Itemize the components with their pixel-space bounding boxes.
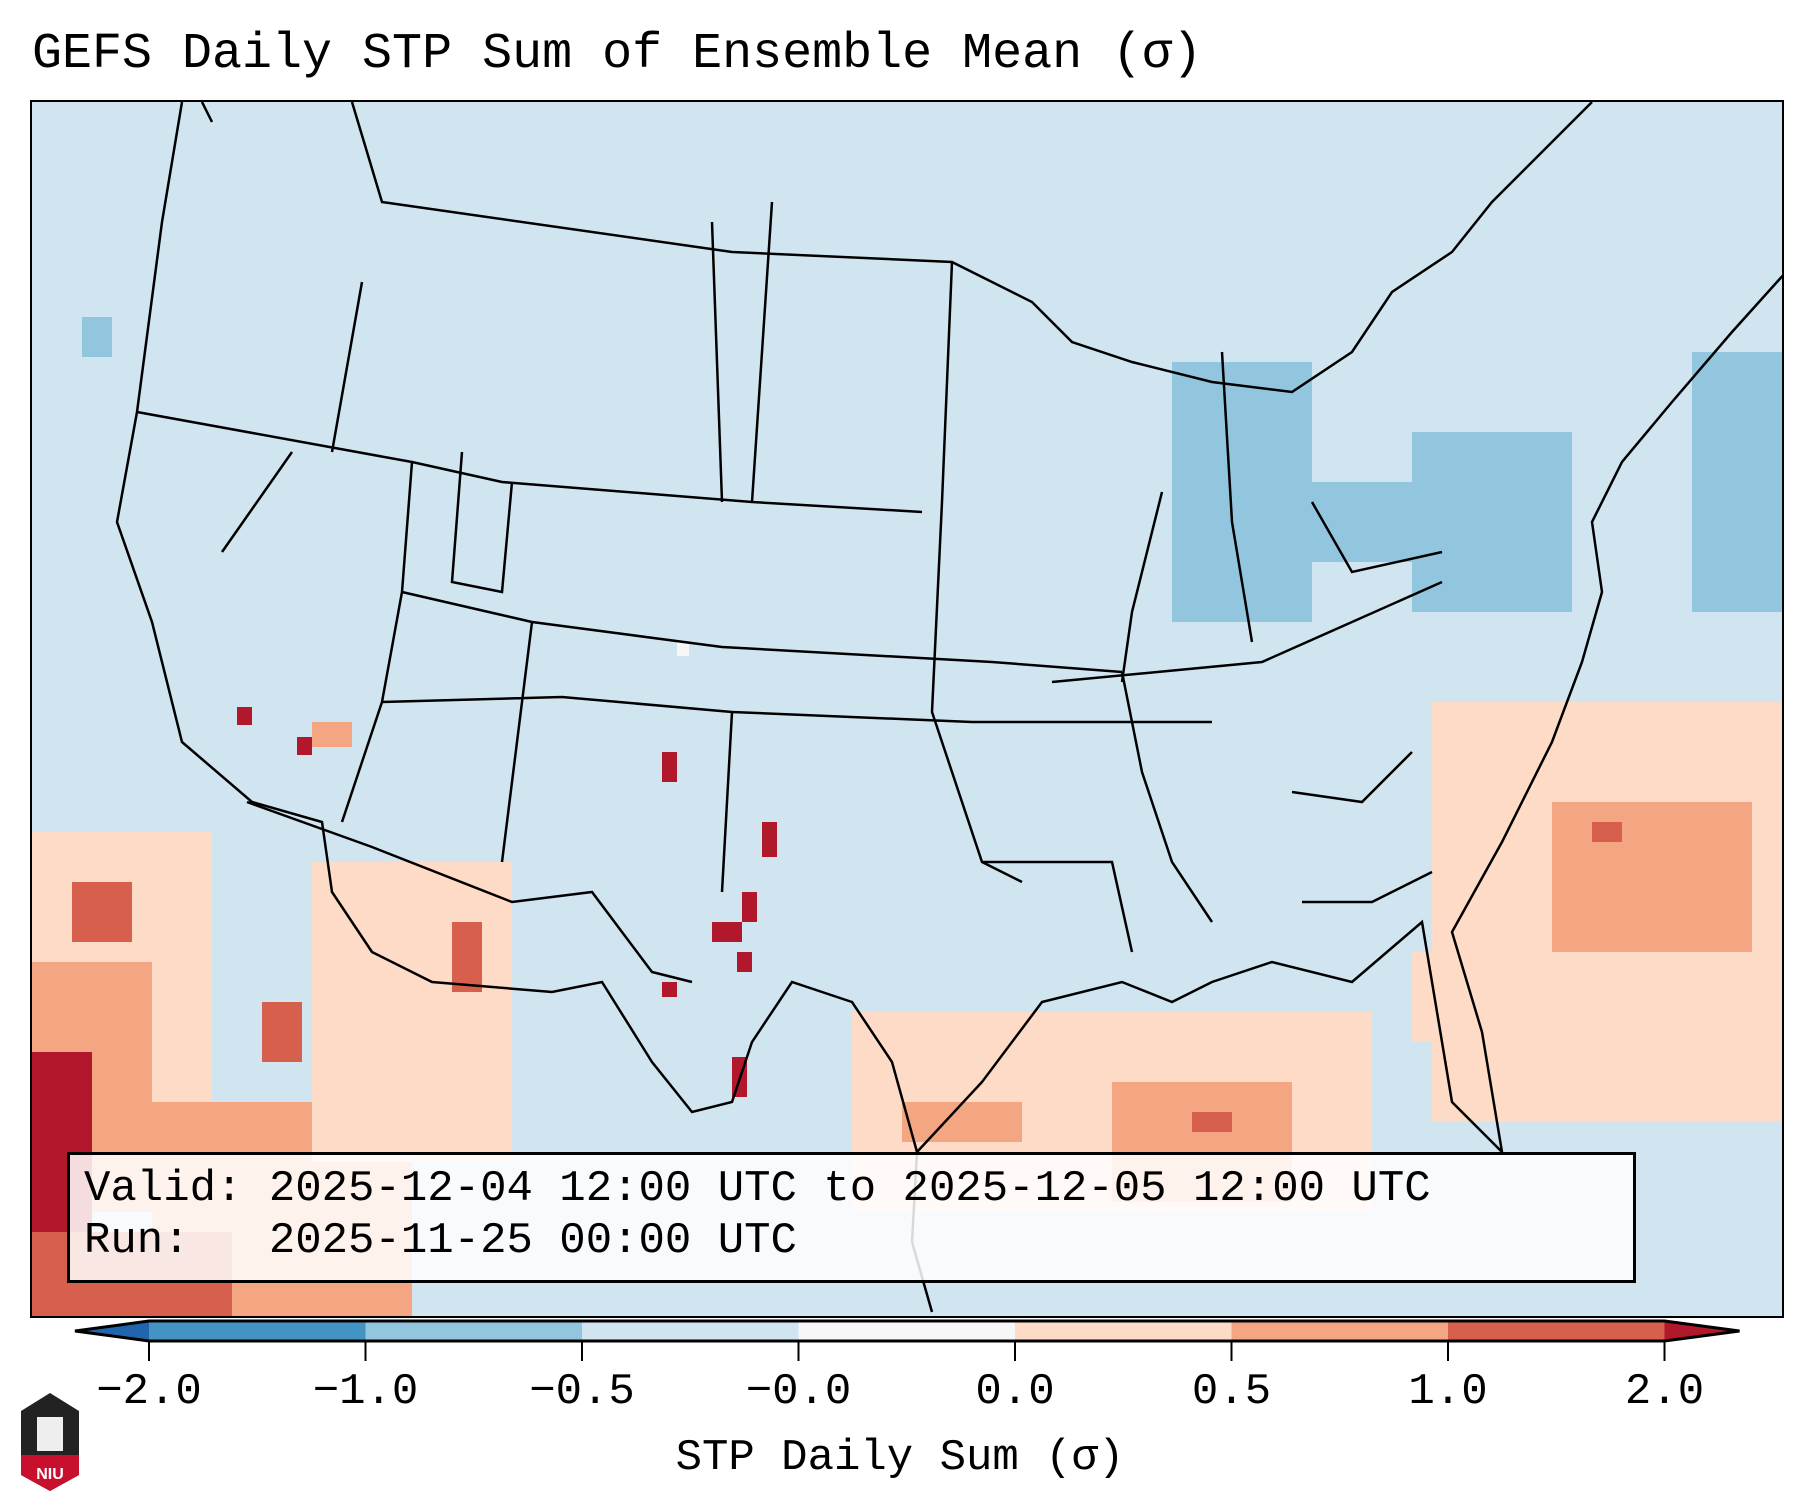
stp-grid-patch [297,737,312,755]
colorbar-segment [365,1321,583,1341]
stp-grid-patch [1282,482,1412,562]
map-plot [30,100,1784,1318]
colorbar-segment [798,1321,1016,1341]
colorbar-tick-label: −0.0 [745,1367,852,1417]
map-svg [32,102,1782,1316]
stp-grid-patch [1692,352,1782,612]
stp-grid-patch [1412,432,1572,612]
us-outline [115,102,1782,1313]
colorbar [74,1319,1740,1361]
stp-grid-patch [312,722,352,747]
colorbar-segment [149,1321,366,1341]
coastlines-borders [115,102,1782,1313]
colorbar-label: STP Daily Sum (σ) [675,1433,1125,1483]
stp-grid-patch [742,892,757,922]
info-box: Valid: 2025-12-04 12:00 UTC to 2025-12-0… [67,1152,1636,1283]
colorbar-segment [1448,1321,1665,1341]
canada-border [200,102,1593,394]
stp-grid-patch [902,1102,1022,1142]
stp-grid-patch [72,882,132,942]
stp-grid-patch [82,317,112,357]
stp-grid-patch [262,1002,302,1062]
valid-label: Valid: [84,1164,243,1214]
stp-grid-patch [1592,822,1622,842]
stp-grid-patch [762,822,777,857]
stp-grid-patch [452,922,482,992]
stp-grid-patch [1192,1112,1232,1132]
colorbar-segment [1015,1321,1232,1341]
colorbar-tick-label: −2.0 [96,1367,202,1417]
colorbar-tick-label: 2.0 [1624,1367,1705,1417]
niu-logo: NIU [21,1393,79,1491]
colorbar-extend-low [75,1321,149,1341]
colorbar-extend-high [1664,1321,1740,1341]
colorbar-tick-label: 0.0 [975,1367,1055,1417]
colorbar-segment [582,1321,799,1341]
chart-title: GEFS Daily STP Sum of Ensemble Mean (σ) [32,26,1203,83]
colorbar-tick-label: −1.0 [312,1367,419,1417]
mexico-border [246,800,693,984]
stp-grid-patch [237,707,252,725]
state-lines [136,201,1443,953]
colorbar-tick-label: −0.5 [529,1367,635,1417]
colorbar-tick-label: 0.5 [1191,1367,1272,1417]
stp-grid-patch [677,642,689,656]
run-label: Run: [84,1216,190,1266]
stp-grid-patch [737,952,752,972]
stp-grid-patch [1552,802,1752,952]
svg-text:NIU: NIU [36,1466,64,1483]
stp-grid-patch [662,982,677,997]
colorbar-tick-label: 1.0 [1408,1367,1488,1417]
stp-grid-patch [662,752,677,782]
valid-value: 2025-12-04 12:00 UTC to 2025-12-05 12:00… [268,1164,1431,1214]
stp-grid-patch [712,922,742,942]
colorbar-segment [1231,1321,1449,1341]
run-value: 2025-11-25 00:00 UTC [268,1216,797,1266]
